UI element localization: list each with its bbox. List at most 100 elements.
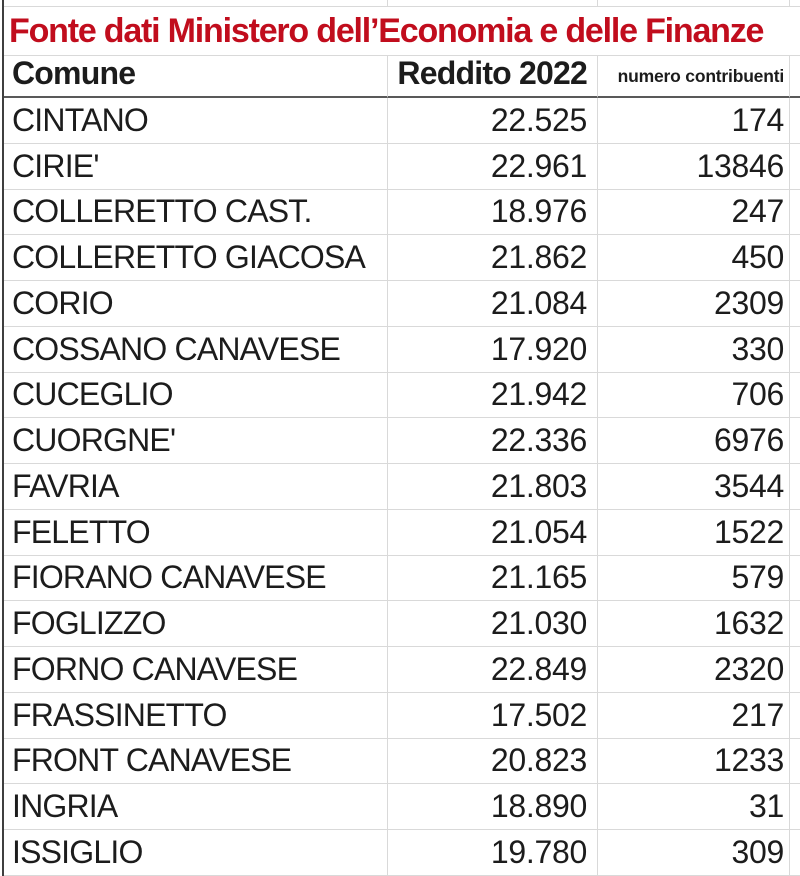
table-row: FOGLIZZO 21.030 1632: [4, 601, 800, 647]
table-row: FORNO CANAVESE 22.849 2320: [4, 647, 800, 693]
cell-reddito[interactable]: 21.803: [388, 464, 598, 510]
table-row: CIRIE' 22.961 13846: [4, 143, 800, 190]
cell-reddito[interactable]: 18.976: [388, 189, 598, 236]
cell-reddito[interactable]: 17.920: [388, 326, 598, 373]
cell-contribuenti[interactable]: 3544: [598, 464, 790, 510]
cell-contribuenti[interactable]: 1233: [598, 738, 790, 785]
title-row: Fonte dati Ministero dell’Economia e del…: [4, 7, 800, 56]
cell-contribuenti[interactable]: 247: [598, 189, 790, 236]
row-right-strip: [790, 509, 800, 556]
row-right-strip: [790, 143, 800, 190]
cell-reddito[interactable]: 21.084: [388, 281, 598, 327]
cell-comune[interactable]: COLLERETTO GIACOSA: [4, 235, 388, 281]
table-row: CUCEGLIO 21.942 706: [4, 372, 800, 419]
row-right-strip: [790, 692, 800, 739]
cell-contribuenti[interactable]: 31: [598, 784, 790, 830]
cell-comune[interactable]: COSSANO CANAVESE: [4, 326, 388, 373]
cell-comune[interactable]: FIORANO CANAVESE: [4, 555, 388, 602]
cell-reddito[interactable]: 21.862: [388, 235, 598, 281]
cell-comune[interactable]: CUORGNE': [4, 418, 388, 464]
cell-contribuenti[interactable]: 174: [598, 98, 790, 144]
row-right-strip: [790, 601, 800, 647]
cell-comune[interactable]: FELETTO: [4, 509, 388, 556]
cell-reddito[interactable]: 21.054: [388, 509, 598, 556]
table-body: CINTANO 22.525 174 CIRIE' 22.961 13846 C…: [0, 98, 800, 876]
table-row: COLLERETTO GIACOSA 21.862 450: [4, 235, 800, 281]
row-right-strip: [790, 235, 800, 281]
cell-contribuenti[interactable]: 1522: [598, 509, 790, 556]
row-right-strip: [790, 98, 800, 144]
cell-contribuenti[interactable]: 706: [598, 372, 790, 419]
column-header-reddito-2022[interactable]: Reddito 2022: [388, 56, 598, 98]
cell-reddito[interactable]: 22.961: [388, 143, 598, 190]
cell-comune[interactable]: FAVRIA: [4, 464, 388, 510]
sheet-left-border: [2, 0, 4, 876]
cell-contribuenti[interactable]: 2320: [598, 647, 790, 693]
row-right-strip: [790, 647, 800, 693]
row-right-strip: [790, 372, 800, 419]
table-row: CUORGNE' 22.336 6976: [4, 418, 800, 464]
row-right-strip: [790, 555, 800, 602]
cell-contribuenti[interactable]: 13846: [598, 143, 790, 190]
cell-comune[interactable]: FOGLIZZO: [4, 601, 388, 647]
table-row: ISSIGLIO 19.780 309: [4, 830, 800, 876]
table-row: CORIO 21.084 2309: [4, 281, 800, 327]
cell-reddito[interactable]: 22.849: [388, 647, 598, 693]
table-row: FIORANO CANAVESE 21.165 579: [4, 555, 800, 602]
top-partial-row: [4, 0, 800, 7]
cell-reddito[interactable]: 18.890: [388, 784, 598, 830]
row-right-strip: [790, 738, 800, 785]
column-header-comune[interactable]: Comune: [4, 56, 388, 98]
cell-contribuenti[interactable]: 330: [598, 326, 790, 373]
cell-reddito[interactable]: 20.823: [388, 738, 598, 785]
table-header-row: Comune Reddito 2022 numero contribuenti: [4, 56, 800, 98]
row-right-strip: [790, 830, 800, 876]
table-row: COSSANO CANAVESE 17.920 330: [4, 326, 800, 373]
cell-comune[interactable]: INGRIA: [4, 784, 388, 830]
cell-contribuenti[interactable]: 450: [598, 235, 790, 281]
cell-contribuenti[interactable]: 2309: [598, 281, 790, 327]
row-right-strip: [790, 784, 800, 830]
table-row: FRASSINETTO 17.502 217: [4, 692, 800, 739]
cell-comune[interactable]: CINTANO: [4, 98, 388, 144]
cell-comune[interactable]: CIRIE': [4, 143, 388, 190]
cell-comune[interactable]: CORIO: [4, 281, 388, 327]
cell-comune[interactable]: ISSIGLIO: [4, 830, 388, 876]
header-right-strip: [790, 56, 800, 98]
column-header-numero-contribuenti[interactable]: numero contribuenti: [598, 56, 790, 98]
cell-contribuenti[interactable]: 6976: [598, 418, 790, 464]
cell-comune[interactable]: CUCEGLIO: [4, 372, 388, 419]
cell-comune[interactable]: FRONT CANAVESE: [4, 738, 388, 785]
cell-contribuenti[interactable]: 217: [598, 692, 790, 739]
cell-comune[interactable]: FORNO CANAVESE: [4, 647, 388, 693]
table-row: FRONT CANAVESE 20.823 1233: [4, 738, 800, 785]
partial-cell: [790, 0, 800, 7]
table-row: FELETTO 21.054 1522: [4, 509, 800, 556]
partial-cell: [4, 0, 388, 7]
cell-reddito[interactable]: 19.780: [388, 830, 598, 876]
partial-cell: [388, 0, 598, 7]
row-right-strip: [790, 418, 800, 464]
cell-reddito[interactable]: 21.030: [388, 601, 598, 647]
cell-reddito[interactable]: 17.502: [388, 692, 598, 739]
row-right-strip: [790, 326, 800, 373]
cell-reddito[interactable]: 21.942: [388, 372, 598, 419]
data-source-title[interactable]: Fonte dati Ministero dell’Economia e del…: [9, 11, 764, 50]
cell-comune[interactable]: FRASSINETTO: [4, 692, 388, 739]
table-row: FAVRIA 21.803 3544: [4, 464, 800, 510]
table-row: CINTANO 22.525 174: [4, 98, 800, 144]
cell-reddito[interactable]: 21.165: [388, 555, 598, 602]
cell-contribuenti[interactable]: 1632: [598, 601, 790, 647]
cell-comune[interactable]: COLLERETTO CAST.: [4, 189, 388, 236]
cell-contribuenti[interactable]: 579: [598, 555, 790, 602]
row-right-strip: [790, 464, 800, 510]
row-right-strip: [790, 189, 800, 236]
table-row: INGRIA 18.890 31: [4, 784, 800, 830]
cell-reddito[interactable]: 22.336: [388, 418, 598, 464]
partial-cell: [598, 0, 790, 7]
cell-contribuenti[interactable]: 309: [598, 830, 790, 876]
cell-reddito[interactable]: 22.525: [388, 98, 598, 144]
table-row: COLLERETTO CAST. 18.976 247: [4, 189, 800, 236]
row-right-strip: [790, 281, 800, 327]
